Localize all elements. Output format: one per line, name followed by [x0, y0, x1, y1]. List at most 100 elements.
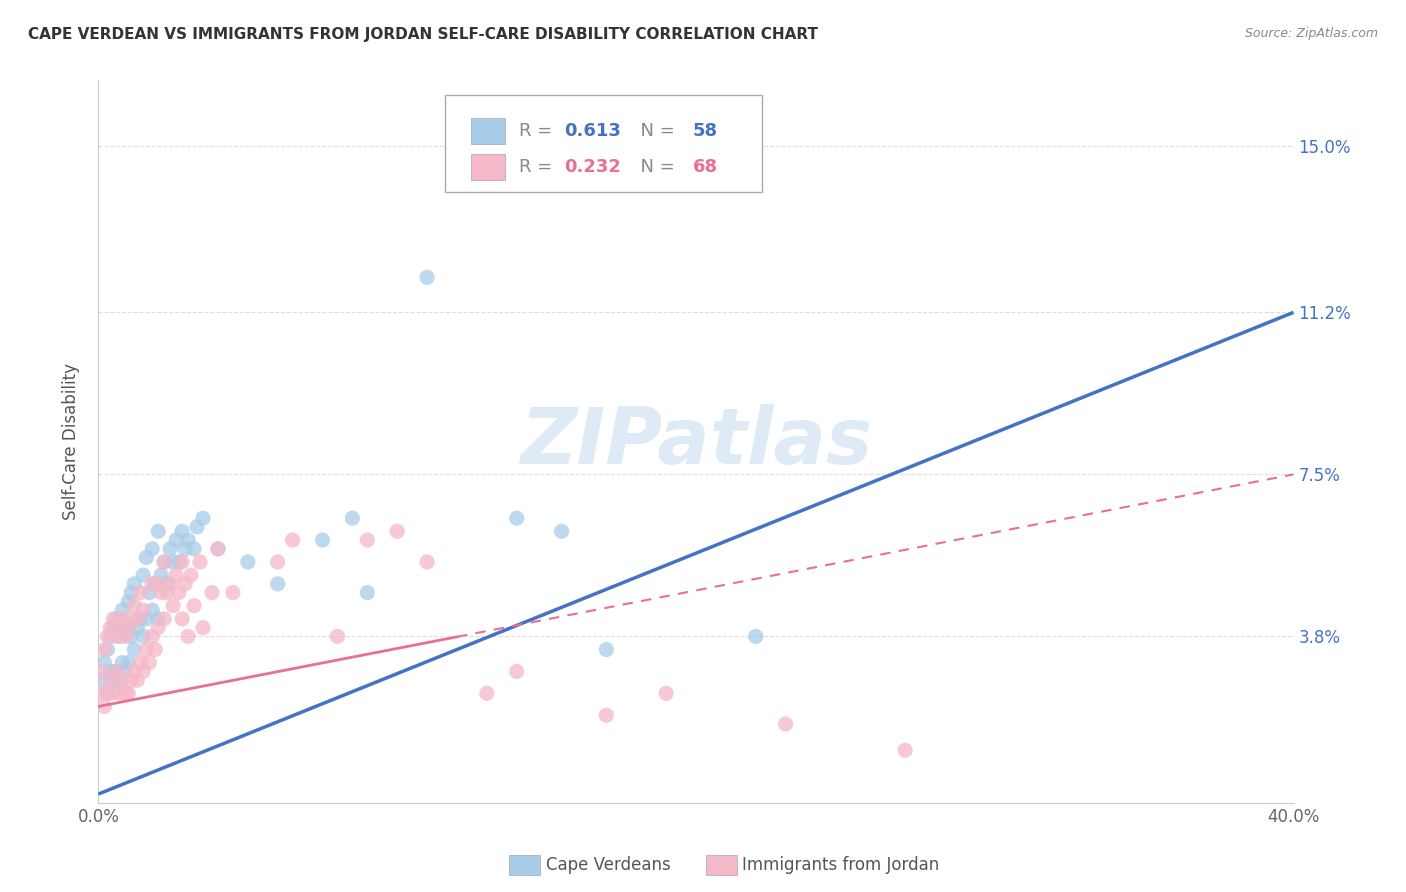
Point [143, 577, 166, 591]
Point [114, 686, 136, 700]
Point [174, 541, 197, 556]
Point [114, 665, 136, 679]
Point [165, 533, 187, 547]
Point [153, 612, 176, 626]
Point [143, 642, 166, 657]
Point [135, 550, 157, 565]
Point [172, 612, 194, 626]
Point [165, 568, 187, 582]
Text: Immigrants from Jordan: Immigrants from Jordan [742, 856, 939, 874]
Text: CAPE VERDEAN VS IMMIGRANTS FROM JORDAN SELF-CARE DISABILITY CORRELATION CHART: CAPE VERDEAN VS IMMIGRANTS FROM JORDAN S… [28, 27, 818, 42]
Point [120, 612, 142, 626]
Point [96, 629, 118, 643]
Point [174, 577, 197, 591]
Point [183, 599, 205, 613]
Point [416, 555, 439, 569]
Bar [471, 154, 505, 180]
Point [506, 511, 529, 525]
Point [93, 642, 115, 657]
Point [159, 541, 181, 556]
Point [98, 621, 122, 635]
Y-axis label: Self-Care Disability: Self-Care Disability [62, 363, 80, 520]
Text: 68: 68 [692, 158, 717, 176]
Point [103, 686, 125, 700]
Point [135, 642, 157, 657]
Point [311, 533, 333, 547]
Point [222, 585, 245, 599]
Point [90, 673, 112, 688]
Point [93, 699, 115, 714]
Point [98, 673, 122, 688]
Point [135, 612, 157, 626]
Point [156, 585, 179, 599]
Point [281, 533, 304, 547]
Bar [471, 118, 505, 144]
Point [326, 629, 349, 643]
Point [595, 708, 617, 723]
Point [550, 524, 572, 539]
Point [416, 270, 439, 285]
Point [117, 656, 139, 670]
Point [207, 541, 229, 556]
Point [506, 665, 529, 679]
Point [111, 603, 134, 617]
Point [90, 686, 112, 700]
Point [103, 612, 125, 626]
Point [105, 665, 128, 679]
Point [186, 520, 208, 534]
Text: 0.613: 0.613 [565, 122, 621, 140]
Point [188, 555, 211, 569]
Point [141, 629, 163, 643]
Point [475, 686, 498, 700]
Point [93, 656, 115, 670]
Point [98, 629, 122, 643]
Point [385, 524, 409, 539]
Point [267, 577, 290, 591]
Point [150, 568, 173, 582]
Point [114, 621, 136, 635]
Point [595, 642, 617, 657]
Point [108, 629, 131, 643]
Point [103, 673, 125, 688]
Point [342, 511, 364, 525]
Point [127, 673, 149, 688]
Point [236, 555, 259, 569]
Point [117, 686, 139, 700]
Point [124, 642, 146, 657]
Point [129, 585, 152, 599]
Point [138, 585, 160, 599]
Point [132, 629, 155, 643]
Point [148, 612, 170, 626]
Point [177, 629, 200, 643]
Point [177, 533, 200, 547]
Point [129, 656, 152, 670]
Point [356, 533, 378, 547]
Point [153, 555, 176, 569]
Point [267, 555, 290, 569]
Point [96, 686, 118, 700]
Point [172, 555, 194, 569]
Point [96, 686, 118, 700]
Point [120, 629, 142, 643]
Point [124, 599, 146, 613]
Text: Source: ZipAtlas.com: Source: ZipAtlas.com [1244, 27, 1378, 40]
Point [105, 665, 128, 679]
Point [180, 568, 202, 582]
Point [98, 665, 122, 679]
Point [148, 577, 170, 591]
Point [167, 585, 190, 599]
Text: 0.232: 0.232 [565, 158, 621, 176]
Point [132, 568, 155, 582]
Point [132, 665, 155, 679]
Point [356, 585, 378, 599]
Point [162, 555, 184, 569]
Point [117, 594, 139, 608]
Point [132, 603, 155, 617]
Point [141, 577, 163, 591]
Point [150, 585, 173, 599]
Point [108, 686, 131, 700]
Point [141, 603, 163, 617]
Text: 58: 58 [692, 122, 717, 140]
Point [111, 612, 134, 626]
Point [120, 673, 142, 688]
